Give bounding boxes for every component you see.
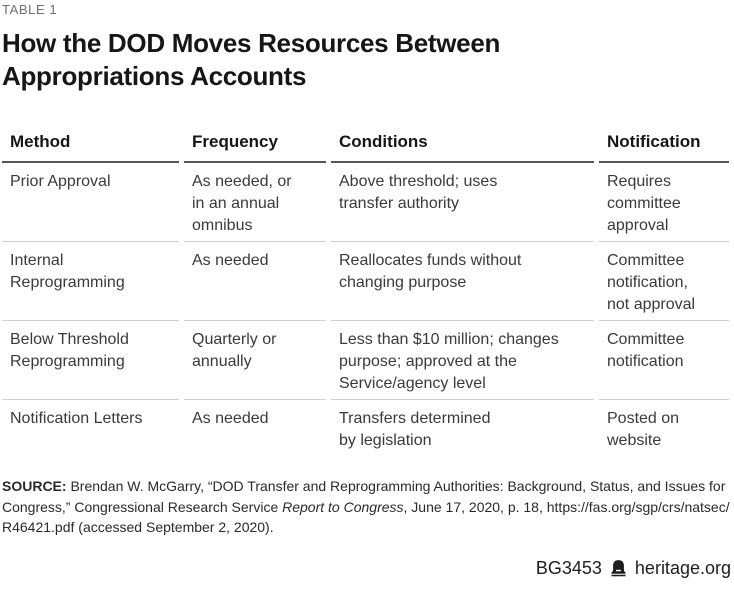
cell-method: Internal Reprogramming xyxy=(2,242,179,321)
cell-frequency: As needed, or in an annual omnibus xyxy=(184,163,326,242)
table-label: TABLE 1 xyxy=(2,2,58,17)
column-header-frequency: Frequency xyxy=(184,117,326,163)
table-row: Internal Reprogramming As needed Realloc… xyxy=(2,242,729,321)
table-row: Prior Approval As needed, or in an annua… xyxy=(2,163,729,242)
table-row: Notification Letters As needed Transfers… xyxy=(2,400,729,456)
cell-notification: Committee notification xyxy=(599,321,729,400)
column-header-notification: Notification xyxy=(599,117,729,163)
cell-conditions: Reallocates funds without changing purpo… xyxy=(331,242,594,321)
dod-resources-table: Method Frequency Conditions Notification… xyxy=(0,117,734,456)
table-row: Below Threshold Reprogramming Quarterly … xyxy=(2,321,729,400)
source-text-1: Brendan W. McGarry, “DOD Transfer and Re… xyxy=(2,478,726,515)
cell-notification: Committee notification, not approval xyxy=(599,242,729,321)
footer: BG3453 heritage.org xyxy=(536,558,731,579)
cell-conditions: Above threshold; uses transfer authority xyxy=(331,163,594,242)
cell-method: Notification Letters xyxy=(10,410,143,427)
source-note: SOURCE: Brendan W. McGarry, “DOD Transfe… xyxy=(2,476,734,538)
source-report-title: Report to Congress xyxy=(282,498,404,515)
column-header-method: Method xyxy=(2,117,179,163)
cell-notification: Requires committee approval xyxy=(599,163,729,242)
cell-frequency: As needed xyxy=(184,242,326,321)
doc-id: BG3453 xyxy=(535,558,602,578)
cell-conditions: Transfers determined by legislation xyxy=(339,410,491,449)
source-label: SOURCE: xyxy=(2,478,67,494)
page-title: How the DOD Moves Resources Between Appr… xyxy=(2,28,501,91)
cell-frequency: As needed xyxy=(192,410,269,427)
column-header-conditions: Conditions xyxy=(331,117,594,163)
site-name: heritage.org xyxy=(634,558,731,578)
cell-frequency: Quarterly or annually xyxy=(184,321,326,400)
header-row: Method Frequency Conditions Notification xyxy=(2,117,729,163)
cell-notification: Posted on website xyxy=(607,410,680,449)
cell-conditions: Less than $10 million; changes purpose; … xyxy=(331,321,594,400)
liberty-bell-icon xyxy=(611,560,626,577)
cell-method: Prior Approval xyxy=(2,163,179,242)
source-text-2: , June 17, 2020, p. 18, https://fas.org/… xyxy=(2,498,730,536)
cell-method: Below Threshold Reprogramming xyxy=(2,321,179,400)
